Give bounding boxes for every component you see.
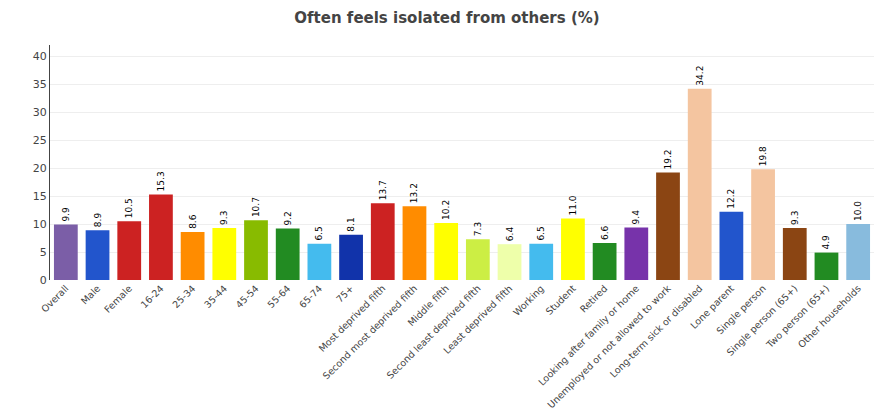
svg-text:Middle fifth: Middle fifth — [405, 283, 450, 328]
svg-text:Male: Male — [79, 283, 103, 307]
svg-text:4.9: 4.9 — [821, 235, 831, 250]
svg-text:25: 25 — [33, 134, 47, 147]
svg-text:Single person (65+): Single person (65+) — [724, 283, 799, 358]
svg-text:6.6: 6.6 — [600, 225, 610, 240]
svg-text:8.6: 8.6 — [188, 214, 198, 229]
svg-text:65-74: 65-74 — [297, 283, 324, 310]
svg-text:25-34: 25-34 — [170, 283, 197, 310]
svg-text:10.7: 10.7 — [251, 197, 261, 217]
svg-text:6.5: 6.5 — [314, 226, 324, 240]
svg-text:19.8: 19.8 — [758, 146, 768, 166]
svg-text:Student: Student — [543, 283, 577, 317]
svg-text:10.0: 10.0 — [853, 201, 863, 221]
svg-text:Looking after family or home: Looking after family or home — [536, 283, 641, 388]
svg-text:Unemployed or not allowed to w: Unemployed or not allowed to work — [545, 282, 673, 410]
svg-text:Least deprived fifth: Least deprived fifth — [441, 283, 514, 356]
svg-text:Second most deprived fifth: Second most deprived fifth — [321, 283, 420, 382]
svg-text:Overall: Overall — [39, 283, 71, 315]
svg-text:20: 20 — [33, 162, 47, 175]
svg-text:Lone parent: Lone parent — [688, 283, 736, 331]
svg-text:40: 40 — [33, 50, 47, 63]
svg-text:9.4: 9.4 — [631, 210, 641, 225]
svg-text:Most deprived fifth: Most deprived fifth — [316, 283, 387, 354]
svg-text:7.3: 7.3 — [473, 222, 483, 236]
svg-text:35: 35 — [33, 78, 47, 91]
svg-text:30: 30 — [33, 106, 47, 119]
svg-text:9.3: 9.3 — [790, 211, 800, 225]
svg-text:13.7: 13.7 — [378, 180, 388, 200]
svg-text:15.3: 15.3 — [156, 171, 166, 191]
svg-text:8.1: 8.1 — [346, 217, 356, 231]
svg-text:Long-term sick or disabled: Long-term sick or disabled — [608, 283, 705, 380]
svg-text:13.2: 13.2 — [409, 183, 419, 203]
svg-text:75+: 75+ — [334, 283, 356, 305]
svg-text:9.9: 9.9 — [61, 207, 71, 222]
svg-text:19.2: 19.2 — [663, 150, 673, 170]
svg-text:Retired: Retired — [578, 283, 610, 315]
svg-text:34.2: 34.2 — [695, 66, 705, 86]
svg-text:45-54: 45-54 — [233, 283, 260, 310]
svg-text:Two person (65+): Two person (65+) — [763, 283, 831, 351]
svg-text:55-64: 55-64 — [265, 283, 292, 310]
svg-text:12.2: 12.2 — [726, 189, 736, 209]
svg-text:8.9: 8.9 — [93, 213, 103, 228]
svg-text:Second least deprived fifth: Second least deprived fifth — [384, 283, 482, 381]
svg-text:Female: Female — [102, 283, 134, 315]
svg-text:0: 0 — [40, 274, 47, 287]
svg-text:11.0: 11.0 — [568, 195, 578, 215]
svg-text:6.4: 6.4 — [505, 227, 515, 242]
svg-text:9.2: 9.2 — [283, 211, 293, 225]
svg-text:9.3: 9.3 — [219, 211, 229, 225]
svg-text:5: 5 — [40, 246, 47, 259]
svg-text:15: 15 — [33, 190, 47, 203]
svg-text:10: 10 — [33, 218, 47, 231]
svg-text:Single person: Single person — [714, 283, 768, 337]
svg-text:Often feels isolated from othe: Often feels isolated from others (%) — [294, 9, 599, 27]
svg-text:6.5: 6.5 — [536, 226, 546, 240]
svg-text:10.5: 10.5 — [124, 198, 134, 218]
svg-text:16-24: 16-24 — [138, 283, 165, 310]
svg-text:10.2: 10.2 — [441, 200, 451, 220]
svg-text:35-44: 35-44 — [202, 283, 229, 310]
svg-text:Other households: Other households — [796, 283, 863, 350]
svg-text:Working: Working — [511, 283, 546, 318]
